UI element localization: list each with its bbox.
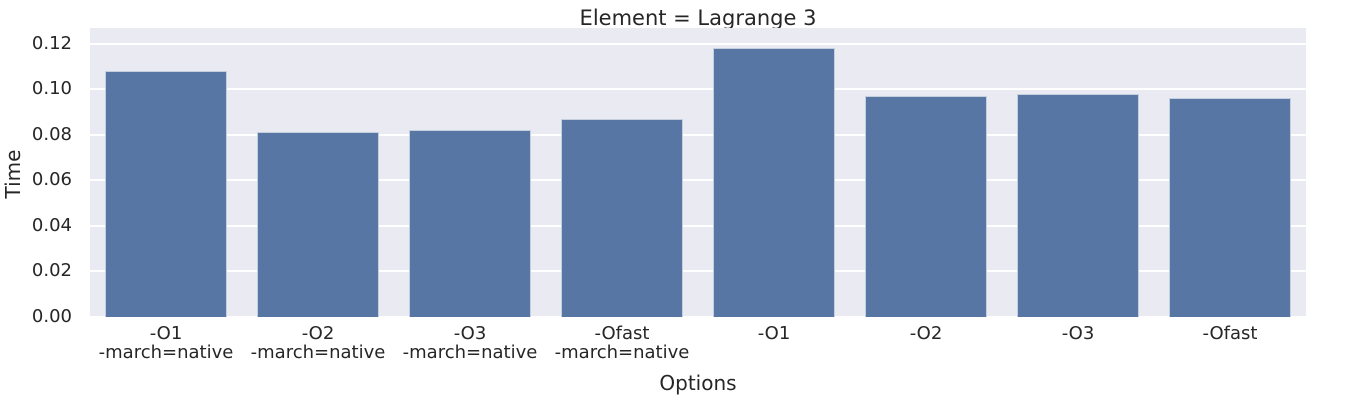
gridline xyxy=(90,316,1306,318)
y-tick-label: 0.04 xyxy=(31,214,72,236)
x-tick-line: -O2 xyxy=(909,323,943,344)
x-axis-tick-labels: -O1 -march=native -O2 -march=native -O3 -marc… xyxy=(90,324,1306,362)
bar-slot xyxy=(698,28,850,317)
x-tick-label: -Ofast xyxy=(1154,324,1306,362)
y-tick-label: 0.08 xyxy=(31,123,72,145)
bar-slot xyxy=(546,28,698,317)
bar-slot xyxy=(394,28,546,317)
x-tick-label: -O1 -march=native xyxy=(90,324,242,362)
gridline xyxy=(90,224,1306,227)
x-tick-label: -O1 xyxy=(698,324,850,362)
x-tick-label: -O2 xyxy=(850,324,1002,362)
x-tick-line: -march=native xyxy=(98,342,234,363)
bar-slot xyxy=(242,28,394,317)
x-axis-label: Options xyxy=(659,371,737,395)
chart-title: Element = Lagrange 3 xyxy=(579,6,817,30)
bar--O1 -march=native xyxy=(105,70,227,317)
y-tick-label: 0.10 xyxy=(31,78,72,100)
x-tick-line: -O2 xyxy=(301,323,335,344)
y-tick-label: 0.06 xyxy=(31,169,72,191)
x-tick-label: -O3 -march=native xyxy=(394,324,546,362)
y-tick-label: 0.00 xyxy=(31,306,72,327)
x-tick-line: -O1 xyxy=(757,323,791,344)
plot-area xyxy=(90,28,1306,318)
bar--O2 -march=native xyxy=(257,132,379,317)
gridline xyxy=(90,42,1306,45)
bar--Ofast xyxy=(1169,98,1291,317)
x-tick-label: -Ofast -march=native xyxy=(546,324,698,362)
x-tick-line: -march=native xyxy=(250,342,386,363)
bar--O3 xyxy=(1017,93,1139,317)
bar-slot xyxy=(850,28,1002,317)
bar--O1 xyxy=(713,48,835,317)
bar--O3 -march=native xyxy=(409,130,531,317)
y-axis-tick-labels: 0.00 0.02 0.04 0.06 0.08 0.10 0.12 xyxy=(0,28,80,326)
gridline xyxy=(90,133,1306,136)
bar--Ofast -march=native xyxy=(561,118,683,317)
x-tick-line: -march=native xyxy=(554,342,690,363)
y-tick-label: 0.02 xyxy=(31,260,72,282)
x-tick-line: -march=native xyxy=(402,342,538,363)
bar-slot xyxy=(1002,28,1154,317)
x-tick-line: -O3 xyxy=(453,323,487,344)
gridline xyxy=(90,179,1306,182)
x-tick-line: -Ofast xyxy=(594,323,650,344)
gridline xyxy=(90,270,1306,273)
bar-slot xyxy=(90,28,242,317)
gridline xyxy=(90,88,1306,91)
x-tick-label: -O3 xyxy=(1002,324,1154,362)
bar-slot xyxy=(1154,28,1306,317)
y-tick-label: 0.12 xyxy=(31,32,72,54)
x-tick-line: -O3 xyxy=(1061,323,1095,344)
x-tick-line: -O1 xyxy=(149,323,183,344)
bar--O2 xyxy=(865,95,987,317)
x-tick-line: -Ofast xyxy=(1202,323,1258,344)
x-tick-label: -O2 -march=native xyxy=(242,324,394,362)
bars-layer xyxy=(90,28,1306,317)
